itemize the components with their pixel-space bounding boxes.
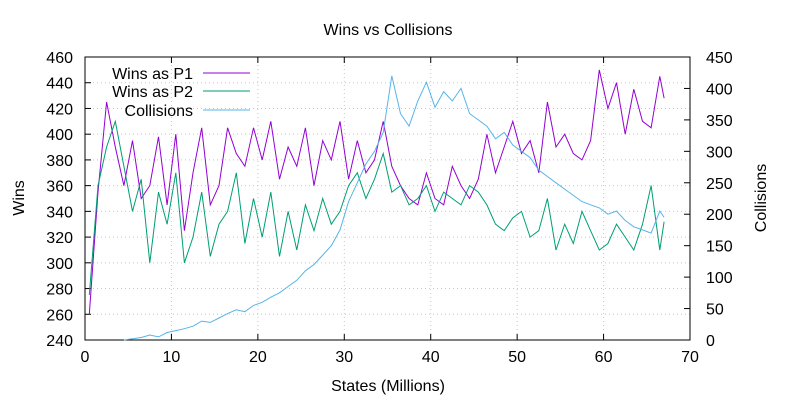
y2-tick-label: 150 bbox=[706, 239, 733, 256]
x-axis-label: States (Millions) bbox=[331, 378, 445, 395]
y-tick-label: 460 bbox=[46, 50, 73, 67]
series-line-1 bbox=[88, 69, 665, 315]
chart-title: Wins vs Collisions bbox=[324, 22, 453, 39]
plot-frame bbox=[84, 56, 691, 341]
y-tick-label: 320 bbox=[46, 230, 73, 247]
x-tick-label: 0 bbox=[81, 349, 90, 366]
series-line-3 bbox=[123, 75, 665, 341]
y-axis-label: Wins bbox=[11, 180, 28, 216]
y-tick-label: 260 bbox=[46, 307, 73, 324]
y2-tick-label: 0 bbox=[706, 333, 715, 350]
y-tick-label: 240 bbox=[46, 333, 73, 350]
legend: Wins as P1 Wins as P2 Collisions bbox=[112, 66, 250, 120]
x-tick-label: 30 bbox=[335, 349, 353, 366]
y-tick-label: 400 bbox=[46, 127, 73, 144]
y-tick-label: 340 bbox=[46, 204, 73, 221]
y2-tick-label: 50 bbox=[706, 302, 724, 319]
y-axis-right: 0 50 100 150 200 250 300 350 400 450 bbox=[684, 50, 733, 350]
y-tick-label: 280 bbox=[46, 282, 73, 299]
series-line-2 bbox=[88, 119, 665, 296]
y2-tick-label: 250 bbox=[706, 176, 733, 193]
x-tick-label: 40 bbox=[422, 349, 440, 366]
legend-label-collisions: Collisions bbox=[125, 103, 193, 120]
x-tick-label: 50 bbox=[508, 349, 526, 366]
y2-tick-label: 350 bbox=[706, 113, 733, 130]
y2-tick-label: 100 bbox=[706, 270, 733, 287]
y2-tick-label: 450 bbox=[706, 50, 733, 67]
grid bbox=[85, 57, 690, 340]
x-tick-label: 60 bbox=[595, 349, 613, 366]
x-tick-label: 20 bbox=[249, 349, 267, 366]
legend-label-p1: Wins as P1 bbox=[112, 66, 193, 83]
y-tick-label: 300 bbox=[46, 256, 73, 273]
series-group bbox=[88, 69, 665, 341]
x-axis: 0 10 20 30 40 50 60 70 bbox=[81, 57, 699, 366]
y-tick-label: 420 bbox=[46, 101, 73, 118]
y2-tick-label: 400 bbox=[706, 81, 733, 98]
y-tick-label: 440 bbox=[46, 76, 73, 93]
legend-label-p2: Wins as P2 bbox=[112, 84, 193, 101]
y2-tick-label: 200 bbox=[706, 207, 733, 224]
y-axis-left: 240 260 280 300 320 340 360 380 400 420 440 460 bbox=[46, 50, 91, 350]
y-tick-label: 380 bbox=[46, 153, 73, 170]
x-tick-label: 10 bbox=[163, 349, 181, 366]
y2-axis-label: Collisions bbox=[753, 164, 770, 232]
x-tick-label: 70 bbox=[681, 349, 699, 366]
y2-tick-label: 300 bbox=[706, 144, 733, 161]
y-tick-label: 360 bbox=[46, 179, 73, 196]
